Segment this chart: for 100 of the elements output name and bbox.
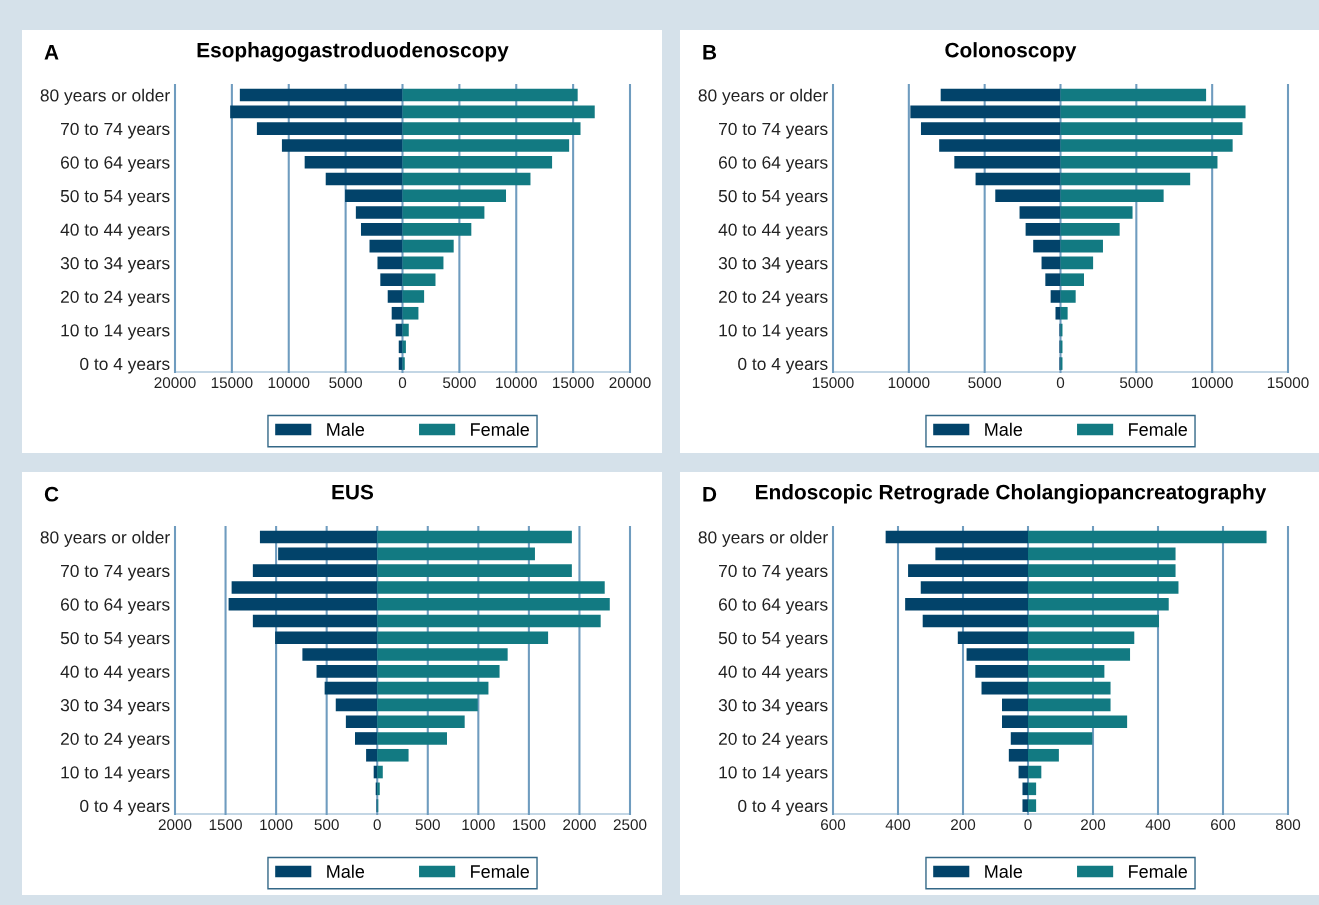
bar [380, 273, 403, 286]
x-tick-label: 15000 [211, 377, 253, 389]
x-tick-label: 500 [415, 819, 440, 831]
text: D [703, 487, 717, 502]
legend-label: Male [985, 864, 1023, 878]
bar [325, 172, 403, 186]
bar [402, 105, 595, 119]
y-tick-label: 70 to 74 years [61, 122, 170, 139]
y-tick-label: 80 years or older [698, 88, 828, 105]
y-tick-label: 60 to 64 years [719, 156, 828, 173]
bar [1045, 273, 1061, 286]
bar [1028, 665, 1105, 678]
x-tick-label: 400 [885, 819, 911, 831]
legend-label: Male [985, 422, 1023, 436]
bar [398, 357, 403, 370]
bar [1028, 597, 1169, 611]
bar [377, 715, 465, 728]
y-tick-label: 80 years or older [40, 530, 170, 547]
legend-label: Female [1129, 422, 1188, 436]
bar [910, 105, 1061, 119]
x-tick-label: 400 [1145, 819, 1171, 831]
bar [975, 665, 1028, 678]
bar [230, 105, 403, 119]
bar [377, 564, 572, 577]
bar [939, 139, 1061, 152]
bar [256, 122, 403, 135]
y-tick-label: 20 to 24 years [719, 732, 828, 749]
y-tick-label: 30 to 34 years [718, 257, 828, 273]
bar [377, 631, 549, 645]
y-tick-label: 10 to 14 years [61, 766, 170, 782]
bar [940, 88, 1061, 102]
bar [377, 530, 572, 544]
bar [1055, 306, 1061, 320]
x-tick-label: 0 [398, 377, 407, 389]
bar [1028, 614, 1159, 628]
bar [402, 357, 405, 370]
bar [355, 206, 403, 219]
bar [302, 648, 378, 661]
y-tick-label: 0 to 4 years [738, 799, 828, 816]
x-tick-label: 800 [1275, 819, 1301, 831]
bar [391, 306, 403, 320]
bar [1060, 206, 1133, 219]
bar [1028, 732, 1093, 745]
bar [402, 189, 507, 203]
y-tick-label: 20 to 24 years [719, 290, 828, 307]
x-tick-label: 200 [951, 819, 976, 831]
bar [1060, 290, 1076, 303]
bar [1022, 782, 1028, 796]
bar [231, 581, 378, 594]
x-tick-label: 5000 [1119, 377, 1153, 389]
x-tick-label: 2000 [563, 819, 596, 831]
x-tick-label: 10000 [888, 377, 930, 389]
bar [1022, 799, 1028, 812]
bar [398, 340, 403, 354]
chart-title: EUS [332, 484, 374, 500]
bar [377, 648, 508, 661]
bar [1028, 530, 1267, 544]
legend-label: Female [471, 864, 530, 878]
bar [281, 139, 403, 152]
bar [345, 715, 378, 728]
bar [377, 665, 500, 678]
text: B [703, 45, 717, 60]
bar [1028, 564, 1176, 577]
y-tick-label: 60 to 64 years [61, 598, 170, 615]
x-tick-label: 10000 [496, 377, 537, 389]
bar [1060, 122, 1243, 135]
y-tick-label: 50 to 54 years [718, 189, 828, 206]
bar [975, 172, 1061, 186]
y-tick-label: 40 to 44 years [60, 223, 170, 240]
x-tick-label: 10000 [1192, 377, 1233, 389]
y-tick-label: 10 to 14 years [719, 766, 828, 782]
x-tick-label: 600 [1211, 819, 1236, 831]
bar [366, 748, 378, 762]
x-tick-label: 2500 [613, 819, 647, 831]
bar [1028, 547, 1176, 561]
bar [885, 530, 1028, 544]
y-tick-label: 70 to 74 years [719, 122, 828, 139]
x-tick-label: 0 [1024, 819, 1032, 831]
bar [354, 732, 378, 745]
y-tick-label: 20 to 24 years [61, 732, 170, 749]
bar [922, 614, 1028, 628]
bar [1002, 698, 1028, 712]
y-tick-label: 30 to 34 years [718, 699, 828, 715]
bar [1060, 306, 1068, 320]
bar [387, 290, 403, 303]
bar [1008, 748, 1028, 762]
bar [1002, 715, 1028, 728]
bar [908, 564, 1028, 577]
chart-title: Endoscopic Retrograde Cholangiopancreatography [756, 484, 1267, 504]
bar [324, 681, 378, 695]
bar [1028, 581, 1179, 594]
y-tick-label: 0 to 4 years [738, 357, 828, 374]
y-tick-label: 40 to 44 years [718, 665, 828, 682]
bar [1033, 239, 1061, 253]
bar [402, 88, 578, 102]
x-tick-label: 1000 [462, 819, 495, 831]
bar [981, 681, 1028, 695]
bar [402, 239, 454, 253]
bar [259, 530, 378, 544]
y-tick-label: 50 to 54 years [60, 631, 170, 648]
